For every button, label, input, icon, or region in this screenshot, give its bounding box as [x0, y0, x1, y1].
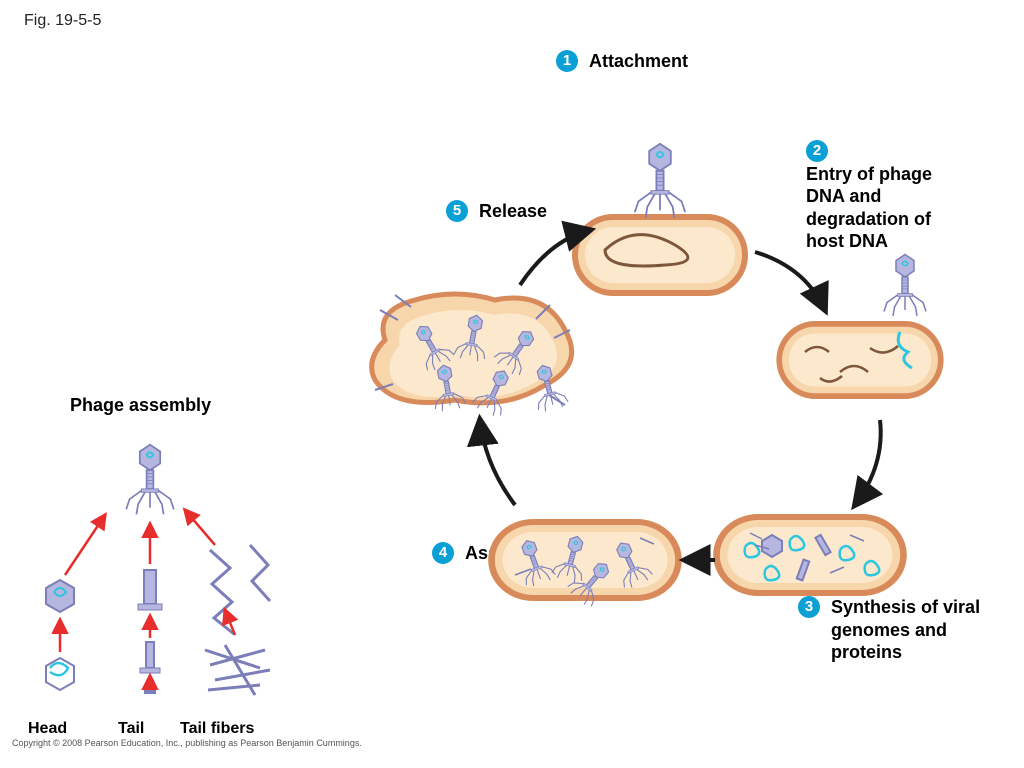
assembly-tail-col — [138, 524, 162, 694]
assembly-fibers-col — [205, 545, 270, 695]
assembly-label-tail: Tail — [118, 720, 144, 738]
assembly-label-head: Head — [28, 720, 67, 738]
copyright-text: Copyright © 2008 Pearson Education, Inc.… — [12, 738, 362, 748]
stage-synthesis — [717, 517, 904, 593]
assembly-head-col — [46, 515, 105, 690]
stage-assembly — [492, 522, 679, 609]
stage-release — [372, 294, 572, 418]
assembly-diagram — [10, 420, 310, 750]
assembly-label-fibers: Tail fibers — [180, 720, 254, 738]
stage-entry — [779, 255, 941, 397]
stage-attachment — [575, 144, 745, 293]
assembly-title: Phage assembly — [70, 395, 211, 416]
